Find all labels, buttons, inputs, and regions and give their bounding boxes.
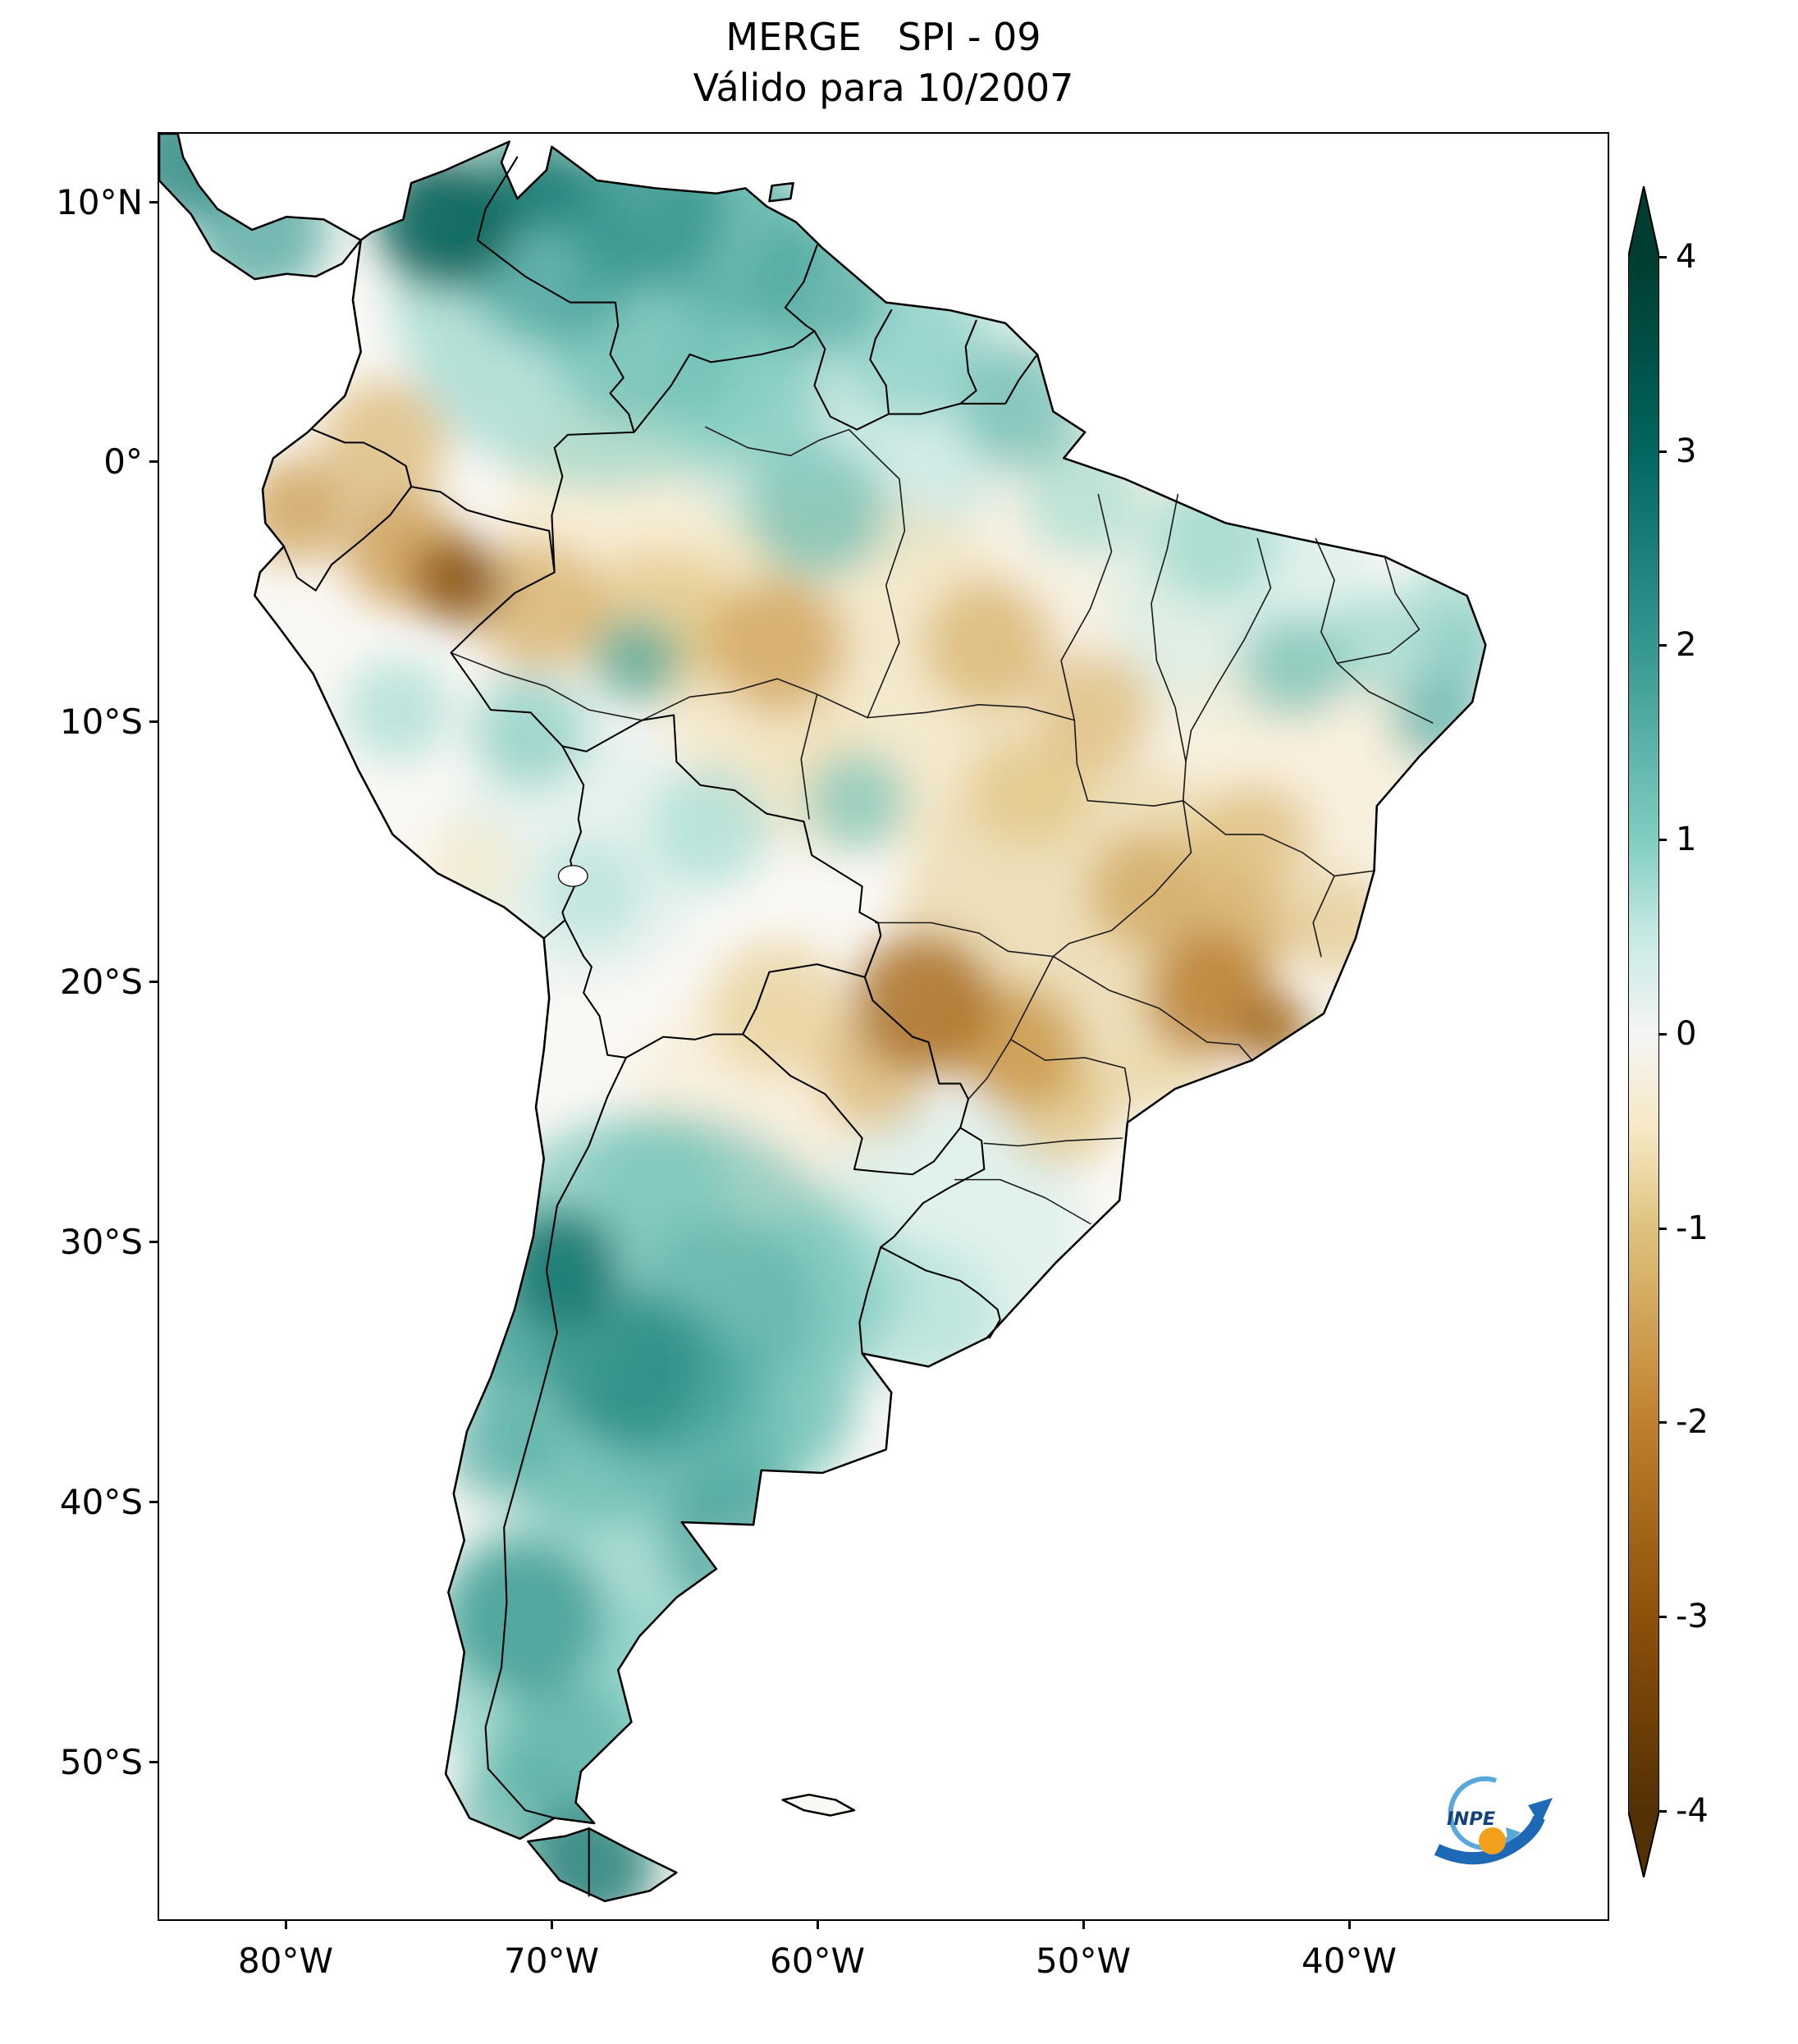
spi-region-north-amazon	[748, 442, 886, 578]
spi-region-andes-cuyo-dark	[498, 1208, 621, 1328]
lat-tick-label-50s: 50°S	[59, 1742, 143, 1782]
colorbar-tick-label-0: 0	[1676, 1015, 1697, 1053]
spi-region-ecuador-coast	[244, 458, 350, 562]
lon-tick-mark	[551, 1921, 553, 1929]
spi-region-piaui-teal	[1241, 614, 1348, 718]
spi-region-nw-venezuela	[377, 154, 515, 290]
spi-region-santa-cruz	[496, 1680, 634, 1816]
logo-swirl-arrowhead-icon	[1506, 1827, 1521, 1844]
lon-tick-mark	[1082, 1921, 1085, 1929]
lat-tick-mark	[149, 1501, 158, 1503]
spi-region-arequipa-tan	[424, 818, 520, 912]
colorbar-tick-label-m2: -2	[1676, 1403, 1709, 1441]
lon-tick-label-50w: 50°W	[1036, 1941, 1131, 1981]
lon-tick-label-80w: 80°W	[238, 1941, 333, 1981]
colorbar-tick-mark	[1659, 1228, 1667, 1230]
spi-region-peru-coast-teal	[345, 657, 451, 762]
spi-region-maranhao-coast-teal	[1151, 478, 1279, 604]
lon-tick-label-70w: 70°W	[504, 1941, 599, 1981]
spi-region-titicaca-area	[538, 839, 645, 944]
logo-text: INPE	[1447, 1809, 1496, 1830]
colorbar-tick-mark	[1659, 1033, 1667, 1036]
spi-region-west-amazonas	[472, 541, 606, 671]
spi-region-mucuri	[1286, 873, 1393, 977]
spi-region-xingu-tan	[968, 728, 1091, 848]
lat-tick-mark	[149, 981, 158, 983]
spi-region-beni-teal	[650, 766, 772, 887]
spi-region-purus-teal	[591, 616, 682, 705]
figure-title: MERGE SPI - 09	[725, 15, 1041, 59]
lat-tick-label-40s: 40°S	[59, 1482, 143, 1522]
lat-tick-label-20s: 20°S	[59, 962, 143, 1002]
figure-subtitle: Válido para 10/2007	[693, 66, 1074, 110]
logo-globe-icon	[1479, 1827, 1506, 1854]
spi-region-corner-teal	[159, 134, 245, 220]
lake-titicaca	[557, 865, 588, 887]
spi-region-amapa	[958, 344, 1086, 469]
lon-tick-mark	[817, 1921, 819, 1929]
colorbar-tick-label-m4: -4	[1676, 1792, 1709, 1830]
spi-region-acre-teal	[472, 673, 589, 789]
spi-region-panama-teal	[190, 162, 329, 298]
spi-region-caracas-coast	[565, 134, 725, 287]
colorbar-tick-mark	[1659, 644, 1667, 647]
lat-tick-mark	[149, 1241, 158, 1243]
spi-region-sergipe-teal	[1389, 670, 1486, 765]
logo-arrowhead-icon	[1528, 1798, 1553, 1825]
lat-tick-mark	[149, 1761, 158, 1763]
lat-tick-mark	[149, 720, 158, 723]
inpe-logo: INPE	[1434, 1776, 1553, 1865]
lat-tick-mark	[149, 201, 158, 203]
colorbar-tick-label-1: 1	[1676, 821, 1697, 858]
spi-region-lower-amazon	[922, 580, 1056, 711]
spi-region-goias-brown	[1087, 831, 1210, 952]
spi-region-bahia-interior	[1196, 782, 1314, 897]
spi-region-nw-peru-amazon	[414, 536, 505, 624]
map-plot: INPE	[158, 132, 1609, 1921]
colorbar-tick-label-4: 4	[1676, 238, 1697, 276]
state-borders	[450, 426, 1434, 1225]
spi-region-madeira	[708, 577, 847, 713]
lon-tick-label-60w: 60°W	[770, 1941, 865, 1981]
colorbar-tick-mark	[1659, 256, 1667, 258]
lat-tick-label-10s: 10°S	[59, 702, 143, 742]
colorbar-tick-mark	[1659, 1810, 1667, 1813]
lon-tick-mark	[1348, 1921, 1351, 1929]
spi-region-chaco-brown	[708, 940, 847, 1077]
country-borders	[282, 156, 1039, 1897]
colorbar-tick-label-3: 3	[1676, 432, 1697, 470]
title-block: MERGE SPI - 09 Válido para 10/2007	[158, 11, 1609, 113]
colorbar-tick-mark	[1659, 839, 1667, 841]
spi-region-guapore-teal	[806, 751, 908, 850]
lon-tick-mark	[285, 1921, 287, 1929]
spi-region-south-colombia	[321, 380, 449, 505]
colorbar-tick-label-m3: -3	[1676, 1598, 1709, 1635]
spi-region-araucania	[446, 1397, 552, 1502]
lon-tick-label-40w: 40°W	[1302, 1941, 1397, 1981]
map-svg	[159, 134, 1608, 1919]
colorbar-tick-label-m1: -1	[1676, 1209, 1709, 1247]
lat-tick-label-30s: 30°S	[59, 1222, 143, 1262]
colorbar-tick-label-2: 2	[1676, 626, 1697, 664]
logo-arrow-icon	[1434, 1815, 1545, 1865]
spi-region-cariri-teal	[1326, 592, 1433, 697]
colorbar	[1628, 186, 1659, 1877]
spi-region-mendoza-south	[543, 1288, 703, 1445]
lat-tick-label-10n: 10°N	[56, 182, 143, 222]
colorbar-tick-mark	[1659, 450, 1667, 453]
spi-region-nw-patagonia	[446, 1540, 606, 1696]
spi-region-araguaia-north	[1036, 652, 1155, 767]
colorbar-tick-mark	[1659, 1421, 1667, 1424]
spi-region-mato-grosso-sul-brown	[851, 933, 995, 1073]
lat-tick-label-0: 0°	[103, 441, 143, 482]
colorbar-tick-mark	[1659, 1616, 1667, 1618]
colorbar-gradient	[1628, 186, 1659, 1877]
spi-region-south-amazon-wash	[657, 489, 1030, 853]
lat-tick-mark	[149, 460, 158, 463]
